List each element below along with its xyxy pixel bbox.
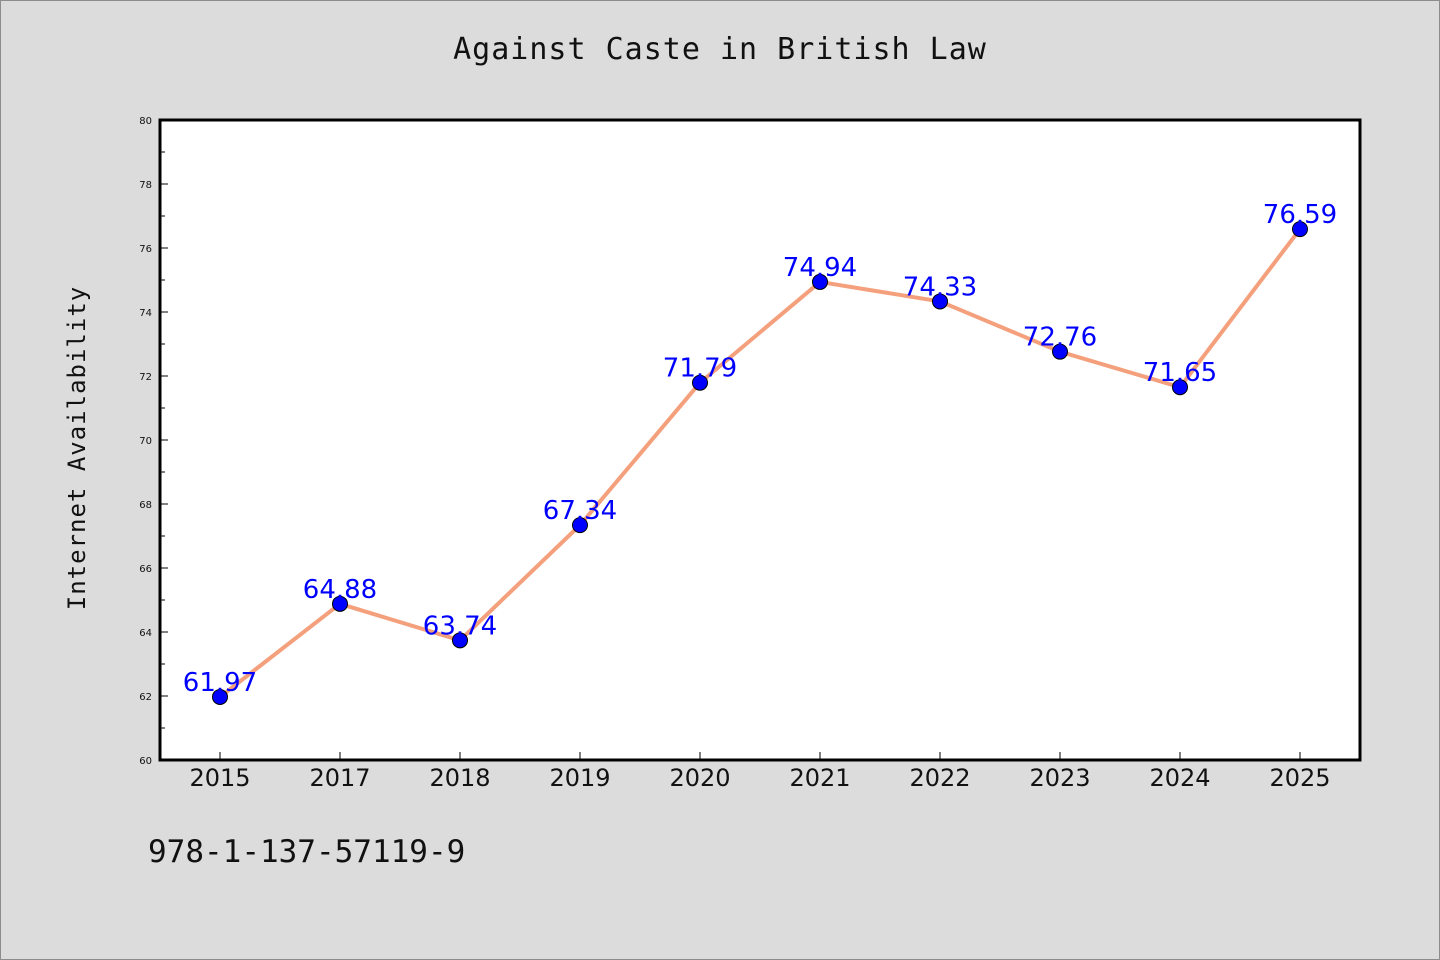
- x-tick-label: 2015: [189, 764, 250, 792]
- x-tick-label: 2022: [909, 764, 970, 792]
- x-tick-label: 2023: [1029, 764, 1090, 792]
- data-point: [1172, 379, 1188, 396]
- y-axis: 60 62 64 66 68 70 72 74 76 78 80: [139, 116, 168, 767]
- y-tick-label: 62: [139, 692, 152, 703]
- plot-area: [158, 118, 1362, 762]
- y-tick-label: 80: [139, 116, 152, 127]
- y-tick-label: 64: [139, 628, 152, 639]
- x-tick-label: 2017: [309, 764, 370, 792]
- x-tick-label: 2024: [1149, 764, 1210, 792]
- isbn-text: 978-1-137-57119-9: [148, 834, 466, 870]
- y-tick-label: 68: [139, 500, 152, 511]
- data-point: [812, 273, 828, 290]
- y-tick-label: 70: [139, 436, 152, 447]
- data-label: 63.74: [423, 611, 497, 641]
- data-point: [1052, 343, 1068, 360]
- series-layer: 61.97 64.88 63.74 67.34 71.79 74.94 74.33 72.76…: [183, 200, 1337, 705]
- data-label: 74.94: [783, 253, 857, 283]
- y-axis-label: Internet Availability: [63, 286, 91, 610]
- data-label: 61.97: [183, 668, 257, 698]
- data-label: 71.65: [1143, 358, 1217, 388]
- data-point: [1292, 221, 1308, 238]
- data-label: 76.59: [1263, 200, 1337, 230]
- data-label: 74.33: [903, 272, 977, 302]
- x-tick-label: 2018: [429, 764, 490, 792]
- x-tick-label: 2021: [789, 764, 850, 792]
- data-label: 64.88: [303, 575, 377, 605]
- chart-title: Against Caste in British Law: [453, 32, 987, 67]
- y-tick-label: 78: [139, 180, 152, 191]
- data-point: [572, 517, 588, 534]
- series-line: [218, 227, 1302, 699]
- x-axis: 2015 2017 2018 2019 2020 2021 2022 2023 2024 2025: [189, 752, 1331, 792]
- x-tick-label: 2020: [669, 764, 730, 792]
- data-point: [452, 632, 468, 649]
- y-tick-label: 60: [139, 756, 152, 767]
- data-point: [692, 374, 708, 391]
- y-tick-label: 72: [139, 372, 152, 383]
- y-tick-label: 74: [139, 308, 152, 319]
- y-tick-label: 66: [139, 564, 152, 575]
- x-tick-label: 2019: [549, 764, 610, 792]
- data-label: 72.76: [1023, 323, 1097, 353]
- data-point: [932, 293, 948, 310]
- data-point: [332, 595, 348, 612]
- data-label: 71.79: [663, 354, 737, 384]
- y-tick-label: 76: [139, 244, 152, 255]
- x-tick-label: 2025: [1269, 764, 1330, 792]
- data-label: 67.34: [543, 496, 617, 526]
- data-point: [212, 688, 228, 705]
